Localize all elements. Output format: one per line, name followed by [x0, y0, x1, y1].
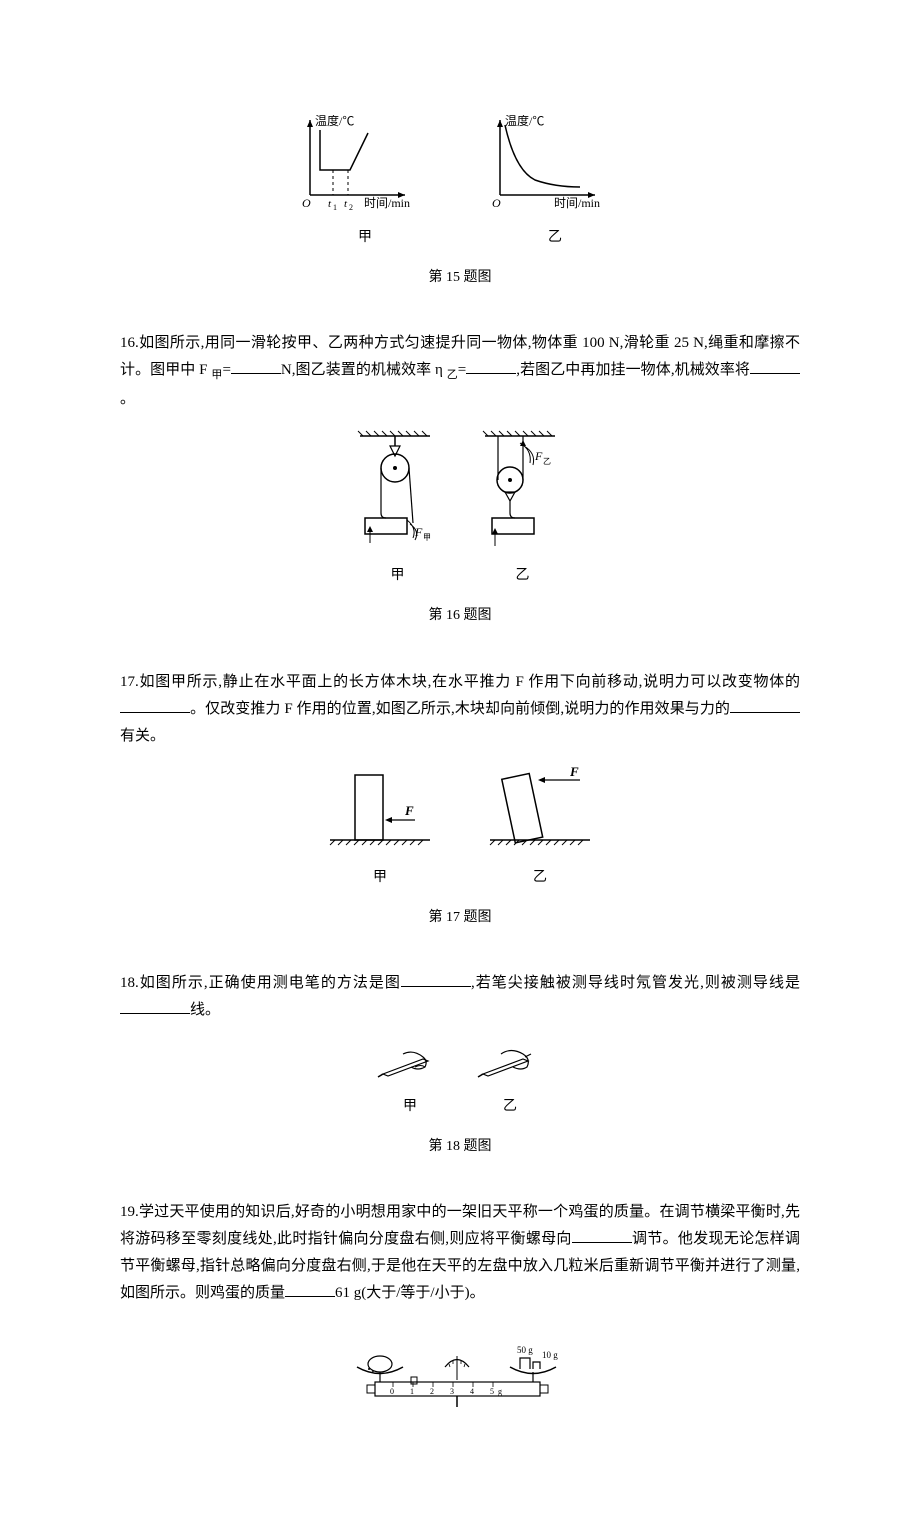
q15-c1-sub: 甲 [358, 225, 372, 250]
svg-text:2: 2 [349, 203, 353, 212]
q15-figure-row: O t 1 t 2 温度/℃ 时间/min 甲 O 温度/℃ 时间/min 乙 [120, 115, 800, 250]
q18-ta: 18.如图所示,正确使用测电笔的方法是图 [120, 975, 401, 991]
q17-block-2-svg: F [485, 765, 595, 860]
q17-blank-2 [730, 698, 800, 713]
q18-tc: 线。 [190, 1002, 220, 1018]
q19-balance-svg: 0 1 2 3 4 5 g [345, 1322, 575, 1422]
q16-f2-sub: 乙 [516, 563, 530, 588]
q15-c2-sub: 乙 [548, 225, 562, 250]
q15-graph-1-svg: O t 1 t 2 温度/℃ 时间/min [300, 115, 430, 220]
question-18: 18.如图所示,正确使用测电笔的方法是图 ,若笔尖接触被测导线时氖管发光,则被测导… [120, 970, 800, 1159]
q17-tc: 有关。 [120, 728, 165, 744]
q18-fig-2: 乙 [473, 1039, 548, 1119]
q16-pulley-1-svg: F 甲 [355, 428, 440, 558]
q16-figure-row: F 甲 甲 F 乙 [120, 428, 800, 588]
q19-blank-1 [572, 1228, 632, 1243]
q16-blank-3 [750, 359, 800, 374]
svg-text:5: 5 [490, 1387, 494, 1396]
q17-fig-2: F 乙 [485, 765, 595, 890]
q15-chart-1: O t 1 t 2 温度/℃ 时间/min 甲 [300, 115, 430, 250]
q15-chart-2: O 温度/℃ 时间/min 乙 [490, 115, 620, 250]
question-19: 19.学过天平使用的知识后,好奇的小明想用家中的一架旧天平称一个鸡蛋的质量。在调… [120, 1199, 800, 1422]
q16-td: = [458, 362, 466, 378]
q15-c1-ylabel: 温度/℃ [315, 115, 354, 128]
q18-tb: ,若笔尖接触被测导线时氖管发光,则被测导线是 [471, 975, 800, 991]
q17-f1-sub: 甲 [373, 865, 387, 890]
q18-f1-sub: 甲 [403, 1094, 417, 1119]
q15-graph-2-svg: O 温度/℃ 时间/min [490, 115, 620, 220]
q17-fig-1: F 甲 [325, 765, 435, 890]
q18-blank-2 [120, 999, 190, 1014]
q16-text: 16.如图所示,用同一滑轮按甲、乙两种方式匀速提升同一物体,物体重 100 N,… [120, 330, 800, 413]
svg-text:t: t [344, 198, 348, 210]
q17-tb: 。仅改变推力 F 作用的位置,如图乙所示,木块却向前倾倒,说明力的作用效果与力的 [190, 701, 730, 717]
q17-figure-row: F 甲 F 乙 [120, 765, 800, 890]
svg-text:1: 1 [410, 1387, 414, 1396]
q16-fig-1: F 甲 甲 [355, 428, 440, 588]
q16-tb: = [222, 362, 230, 378]
q16-tasub: 甲 [211, 369, 222, 381]
q16-blank-1 [231, 359, 281, 374]
q17-f2-sub: 乙 [533, 865, 547, 890]
svg-text:O: O [492, 196, 501, 210]
q18-pen-2-svg [473, 1039, 548, 1089]
q18-figure-row: 甲 乙 [120, 1039, 800, 1119]
q16-fig-2: F 乙 乙 [480, 428, 565, 588]
svg-text:F: F [534, 449, 543, 463]
svg-text:2: 2 [430, 1387, 434, 1396]
svg-text:F: F [414, 525, 423, 539]
q16-f1-fsub: 甲 [423, 533, 431, 542]
q15-caption: 第 15 题图 [120, 265, 800, 290]
q19-w50: 50 g [517, 1345, 533, 1355]
q16-pulley-2-svg: F 乙 [480, 428, 565, 558]
q18-pen-1-svg [373, 1039, 448, 1089]
q19-figure-row: 0 1 2 3 4 5 g [120, 1322, 800, 1422]
svg-text:1: 1 [333, 203, 337, 212]
q16-caption: 第 16 题图 [120, 603, 800, 628]
q16-f1-sub: 甲 [391, 563, 405, 588]
q17-ta: 17.如图甲所示,静止在水平面上的长方体木块,在水平推力 F 作用下向前移动,说… [120, 674, 800, 690]
svg-text:F: F [569, 765, 579, 779]
q16-te: ,若图乙中再加挂一物体,机械效率将 [516, 362, 750, 378]
q18-f2-sub: 乙 [503, 1094, 517, 1119]
q16-f2-fsub: 乙 [543, 457, 551, 466]
q17-blank-1 [120, 698, 190, 713]
question-17: 17.如图甲所示,静止在水平面上的长方体木块,在水平推力 F 作用下向前移动,说… [120, 669, 800, 930]
q18-blank-1 [401, 972, 471, 987]
q17-block-1-svg: F [325, 765, 435, 860]
q19-text: 19.学过天平使用的知识后,好奇的小明想用家中的一架旧天平称一个鸡蛋的质量。在调… [120, 1199, 800, 1307]
q19-tc: 61 g(大于/等于/小于)。 [335, 1285, 485, 1301]
svg-text:0: 0 [390, 1387, 394, 1396]
q15-c2-ylabel: 温度/℃ [505, 115, 544, 128]
q18-fig-1: 甲 [373, 1039, 448, 1119]
svg-text:t: t [328, 198, 332, 210]
svg-text:4: 4 [470, 1387, 474, 1396]
svg-text:g: g [498, 1387, 502, 1396]
svg-text:O: O [302, 196, 311, 210]
q17-caption: 第 17 题图 [120, 905, 800, 930]
question-16: 16.如图所示,用同一滑轮按甲、乙两种方式匀速提升同一物体,物体重 100 N,… [120, 330, 800, 628]
q15-c2-xlabel: 时间/min [554, 196, 600, 210]
svg-text:3: 3 [450, 1387, 454, 1396]
question-15-figures: O t 1 t 2 温度/℃ 时间/min 甲 O 温度/℃ 时间/min 乙 [120, 115, 800, 290]
q16-tf: 。 [120, 391, 135, 407]
q19-blank-2 [285, 1282, 335, 1297]
q17-text: 17.如图甲所示,静止在水平面上的长方体木块,在水平推力 F 作用下向前移动,说… [120, 669, 800, 750]
q18-text: 18.如图所示,正确使用测电笔的方法是图 ,若笔尖接触被测导线时氖管发光,则被测导… [120, 970, 800, 1024]
svg-text:F: F [404, 803, 414, 818]
q19-w10: 10 g [542, 1350, 558, 1360]
q15-c1-xlabel: 时间/min [364, 196, 410, 210]
q16-tcsub: 乙 [447, 369, 458, 381]
q16-blank-2 [466, 359, 516, 374]
q18-caption: 第 18 题图 [120, 1134, 800, 1159]
q16-tc: N,图乙装置的机械效率 η [281, 362, 447, 378]
